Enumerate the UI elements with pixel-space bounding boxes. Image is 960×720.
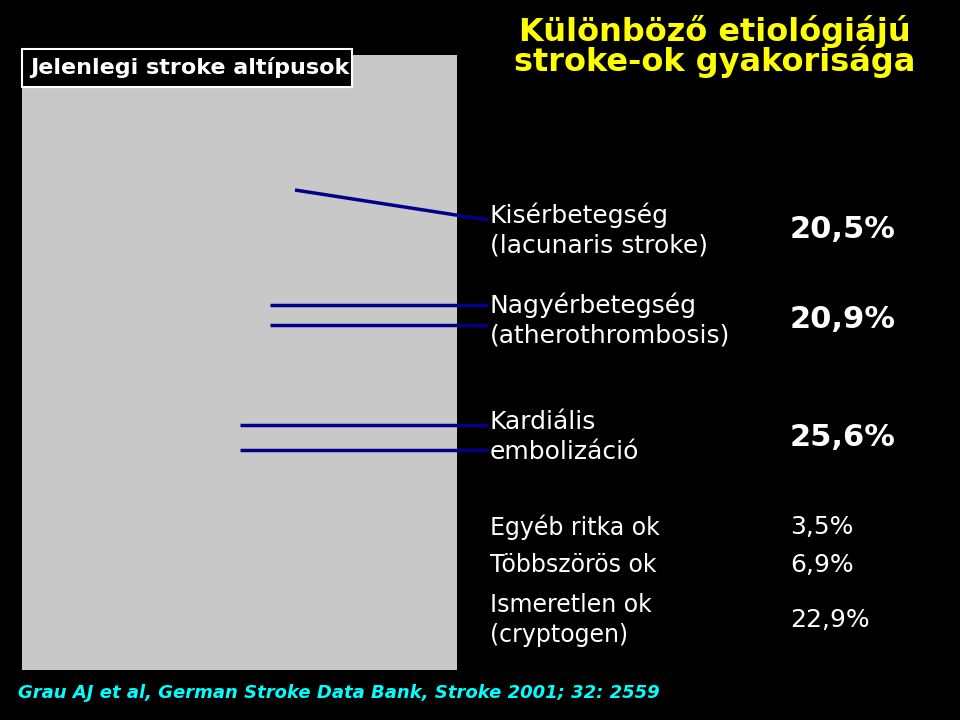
Text: Különböző etiológiájú: Különböző etiológiájú <box>519 16 911 48</box>
Text: Egyéb ritka ok: Egyéb ritka ok <box>490 514 660 540</box>
Text: 20,9%: 20,9% <box>790 305 896 335</box>
FancyBboxPatch shape <box>22 49 352 87</box>
Text: Grau AJ et al, German Stroke Data Bank, Stroke 2001; 32: 2559: Grau AJ et al, German Stroke Data Bank, … <box>18 684 660 702</box>
Text: 6,9%: 6,9% <box>790 553 853 577</box>
Text: 20,5%: 20,5% <box>790 215 896 245</box>
Text: 22,9%: 22,9% <box>790 608 870 632</box>
Text: Jelenlegi stroke altípusok: Jelenlegi stroke altípusok <box>30 58 349 78</box>
Text: Többszörös ok: Többszörös ok <box>490 553 657 577</box>
Text: 3,5%: 3,5% <box>790 515 853 539</box>
Text: 25,6%: 25,6% <box>790 423 896 451</box>
Text: Nagyérbetegség
(atherothrombosis): Nagyérbetegség (atherothrombosis) <box>490 292 731 348</box>
FancyBboxPatch shape <box>22 55 457 670</box>
Text: stroke-ok gyakorisága: stroke-ok gyakorisága <box>515 45 916 78</box>
Text: Kisérbetegség
(lacunaris stroke): Kisérbetegség (lacunaris stroke) <box>490 202 708 258</box>
Text: Ismeretlen ok
(cryptogen): Ismeretlen ok (cryptogen) <box>490 593 652 647</box>
Text: Kardiális
embolizáció: Kardiális embolizáció <box>490 410 639 464</box>
